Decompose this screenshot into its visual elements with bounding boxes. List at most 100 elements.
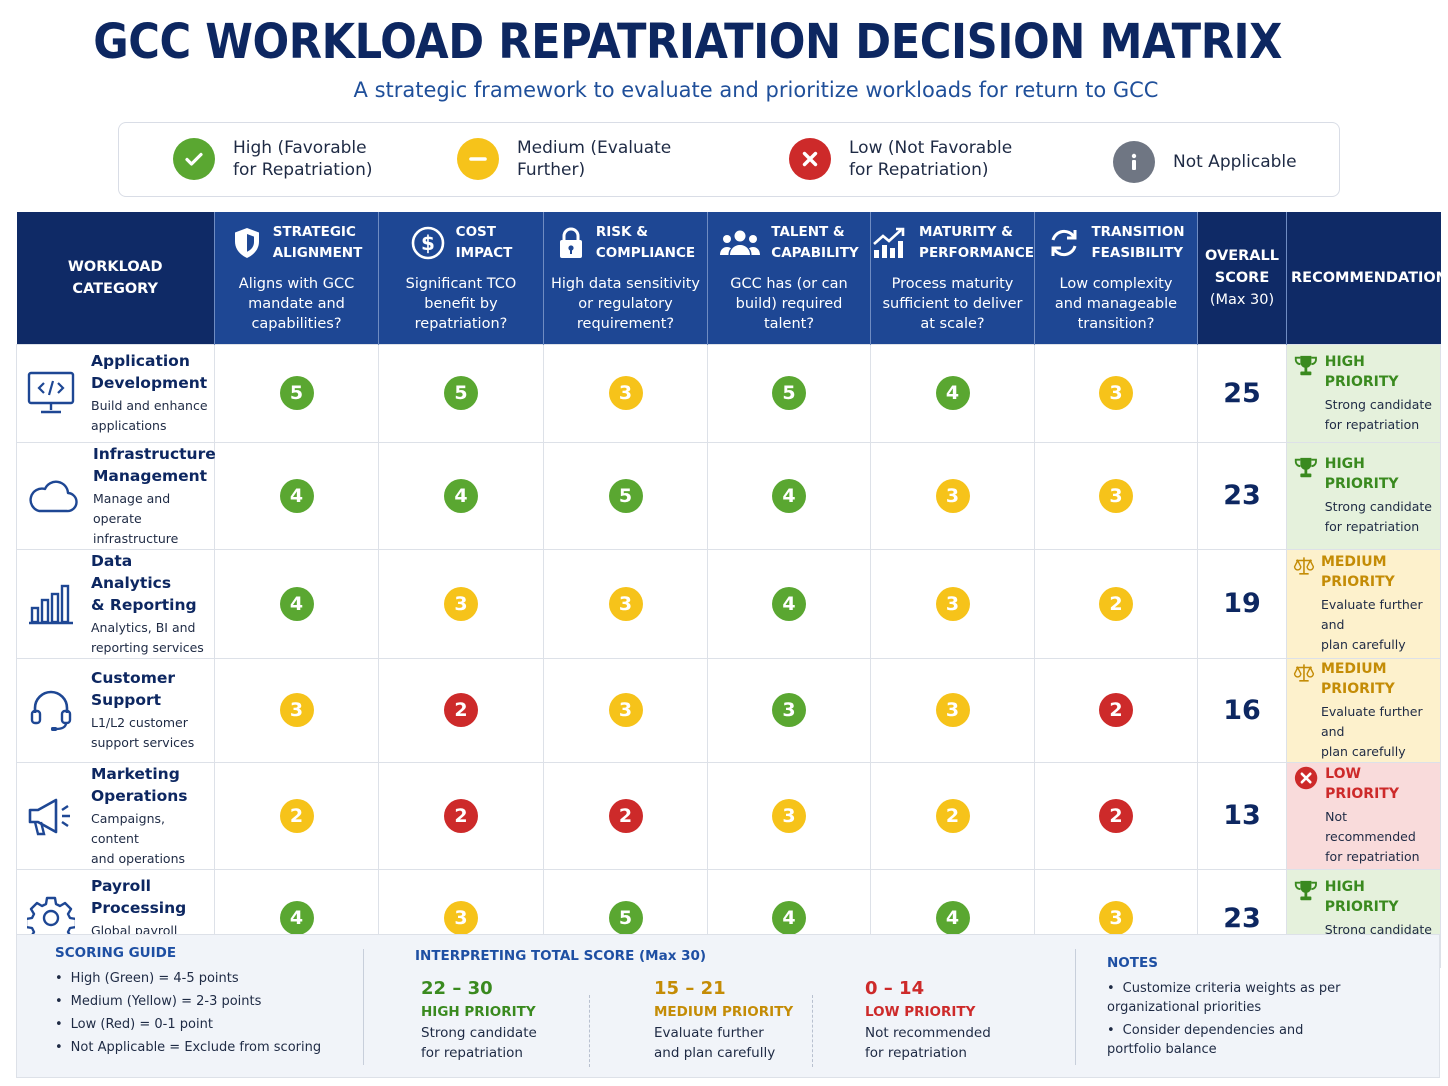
score-badge: 5: [444, 376, 478, 410]
scoring-guide-title: SCORING GUIDE: [55, 945, 177, 961]
header-recommendation: RECOMMENDATION: [1286, 212, 1448, 344]
score-band-low: 0 – 14 LOW PRIORITY Not recommended for …: [865, 977, 991, 1063]
score-badge: 3: [935, 693, 970, 727]
header-strategic-alignment: STRATEGIC ALIGNMENT Aligns with GCC mand…: [214, 212, 379, 344]
recommendation-cell: HIGH PRIORITY Strong candidate for repat…: [1286, 343, 1441, 443]
score-badge: 4: [444, 478, 478, 513]
score-badge: 2: [608, 798, 643, 833]
legend-label: High (Favorable for Repatriation): [233, 138, 373, 180]
score-band-high: 22 – 30 HIGH PRIORITY Strong candidate f…: [421, 977, 537, 1063]
workload-cell: Data Analytics & Reporting Analytics, BI…: [16, 548, 215, 659]
bar-chart-icon: [29, 584, 73, 624]
overall-score: 25: [1223, 377, 1261, 409]
svg-text:$: $: [421, 231, 435, 255]
score-badge: 3: [608, 586, 643, 621]
trophy-icon: [1294, 457, 1317, 478]
workload-description: L1/L2 customer support services: [91, 715, 195, 750]
refresh-icon: [1051, 229, 1077, 256]
shield-icon: [234, 227, 259, 258]
band-range: 22 – 30: [421, 978, 493, 999]
recommendation-label: HIGH PRIORITY: [1324, 353, 1399, 390]
lock-icon: [559, 227, 582, 258]
header-cost-impact: $ COST IMPACT Significant TCO benefit by…: [378, 212, 544, 344]
scoring-guide-item: High (Green) = 4-5 points: [55, 967, 321, 990]
workload-cell: Customer Support L1/L2 customer support …: [16, 657, 215, 763]
score-badge: 5: [608, 901, 643, 935]
score-badge: 4: [935, 376, 970, 410]
header-question: Process maturity sufficient to deliver a…: [882, 275, 1023, 332]
balance-scale-icon: [1293, 663, 1315, 682]
header-question: Low complexity and manageable transition…: [1054, 275, 1178, 332]
gear-icon: [27, 896, 75, 942]
legend: High (Favorable for Repatriation) Medium…: [118, 122, 1340, 197]
growth-chart-icon: [873, 227, 905, 258]
notes-title: NOTES: [1107, 955, 1158, 971]
score-badge: 4: [772, 901, 806, 935]
workload-description: Manage and operate infrastructure: [93, 490, 179, 546]
overall-score: 23: [1223, 902, 1261, 934]
legend-item-medium: Medium (Evaluate Further): [457, 137, 671, 181]
score-badge: 4: [279, 586, 314, 621]
page-title: GCC WORKLOAD REPATRIATION DECISION MATRI…: [93, 14, 1282, 70]
score-badge: 3: [1099, 901, 1133, 935]
footer-panel: SCORING GUIDE High (Green) = 4-5 points …: [16, 934, 1440, 1078]
legend-label: Medium (Evaluate Further): [517, 138, 672, 180]
band-range: 0 – 14: [865, 978, 925, 999]
band-range: 15 – 21: [654, 978, 726, 999]
workload-cell: Infrastructure Management Manage and ope…: [16, 441, 216, 550]
header-question: Aligns with GCC mandate and capabilities…: [238, 275, 355, 332]
notes: NOTES Customize criteria weights as per …: [1107, 955, 1341, 1063]
score-badge: 3: [935, 586, 970, 621]
workload-cell: Application Development Build and enhanc…: [16, 343, 215, 443]
headset-icon: [30, 690, 72, 731]
workload-name: Data Analytics & Reporting: [91, 551, 197, 614]
score-badge: 3: [608, 693, 643, 727]
minus-icon: [457, 138, 499, 180]
trophy-icon: [1294, 355, 1317, 375]
note-item: Consider dependencies and portfolio bala…: [1107, 1021, 1341, 1059]
header-overall-score: OVERALL SCORE (Max 30): [1197, 212, 1287, 344]
trophy-icon: [1294, 880, 1317, 900]
band-label: LOW PRIORITY: [865, 1004, 976, 1020]
score-badge: 4: [772, 586, 806, 621]
workload-description: Build and enhance applications: [91, 398, 208, 433]
header-risk-compliance: RISK & COMPLIANCE High data sensitivity …: [543, 212, 708, 344]
table-row: Marketing Operations Campaigns, content …: [16, 761, 1441, 870]
table-row: Infrastructure Management Manage and ope…: [16, 441, 1441, 550]
score-badge: 3: [444, 586, 478, 621]
header-maturity-performance: MATURITY & PERFORMANCE Process maturity …: [870, 212, 1035, 344]
workload-description: Campaigns, content and operations: [91, 810, 186, 866]
table-row: Data Analytics & Reporting Analytics, BI…: [16, 548, 1441, 659]
scoring-guide-item: Not Applicable = Exclude from scoring: [55, 1036, 321, 1059]
header-workload-category: WORKLOAD CATEGORY: [16, 212, 215, 344]
recommendation-description: Strong candidate for repatriation: [1324, 396, 1432, 432]
divider: [589, 995, 590, 1067]
score-badge: 4: [279, 478, 314, 513]
recommendation-cell: LOW PRIORITY Not recommended for repatri…: [1286, 761, 1441, 870]
legend-label: Low (Not Favorable for Repatriation): [849, 138, 1013, 180]
recommendation-label: HIGH PRIORITY: [1324, 456, 1399, 492]
score-badge: 3: [772, 798, 806, 833]
recommendation-description: Not recommended for repatriation: [1325, 809, 1420, 864]
score-badge: 4: [935, 901, 970, 935]
page-subtitle: A strategic framework to evaluate and pr…: [353, 78, 1159, 102]
recommendation-label: MEDIUM PRIORITY: [1320, 554, 1395, 590]
score-badge: 2: [935, 798, 970, 833]
table-row: Application Development Build and enhanc…: [16, 343, 1441, 443]
code-monitor-icon: [27, 371, 75, 414]
balance-scale-icon: [1293, 557, 1315, 575]
overall-score: 19: [1223, 588, 1261, 619]
x-icon: [789, 138, 831, 180]
table-row: Customer Support L1/L2 customer support …: [16, 657, 1441, 763]
band-description: Not recommended for repatriation: [865, 1025, 991, 1061]
workload-name: Customer Support: [91, 669, 176, 709]
score-badge: 4: [772, 478, 806, 513]
band-label: MEDIUM PRIORITY: [654, 1004, 794, 1020]
header-question: High data sensitivity or regulatory requ…: [550, 275, 701, 332]
overall-score: 23: [1223, 480, 1261, 511]
recommendation-description: Evaluate further and plan carefully: [1320, 597, 1423, 652]
header-talent-capability: TALENT & CAPABILITY GCC has (or can buil…: [707, 212, 871, 344]
score-badge: 2: [444, 798, 478, 833]
band-label: HIGH PRIORITY: [421, 1004, 536, 1020]
recommendation-description: Strong candidate for repatriation: [1324, 499, 1432, 534]
